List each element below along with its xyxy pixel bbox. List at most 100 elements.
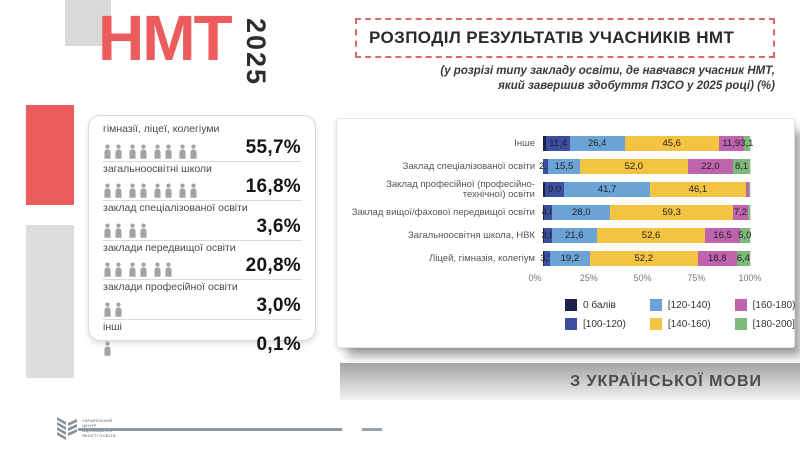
bar-segment xyxy=(543,251,544,266)
bar-zone: 3,1 19,2 52,2 18,8 6,4 xyxy=(540,251,751,266)
chart-gridline xyxy=(750,136,751,151)
bar-segment-label: 59,3 xyxy=(662,207,681,218)
person-icon xyxy=(104,262,111,277)
person-icons xyxy=(103,144,203,159)
bar-segment-label: 45,6 xyxy=(662,138,681,149)
chart-category-label: Заклад спеціалізованої освіти xyxy=(402,160,535,172)
bar-segment: 26,4 xyxy=(569,136,625,151)
person-icon xyxy=(154,262,161,277)
bar-segment-label: 5,0 xyxy=(738,230,752,241)
stat-bottom: 0,1% xyxy=(103,334,301,356)
person-icon xyxy=(115,144,122,159)
legend-item: [140-160) xyxy=(649,316,711,332)
bar-zone: 11,4 26,4 45,6 11,9 3,1 xyxy=(543,136,753,151)
person-icon xyxy=(129,183,136,198)
stat-label: заклади передвищої освіти xyxy=(103,241,236,254)
bar-segment: 21,6 xyxy=(551,228,597,243)
bar-segment: 59,3 xyxy=(610,205,733,220)
brand-nmt-text: НМТ xyxy=(98,2,233,74)
person-icon xyxy=(179,144,186,159)
bar-segment: 8,1 xyxy=(733,159,750,174)
chart-category-label: Загальноосвітня школа, НВК xyxy=(408,229,535,241)
bar-segment-label: 46,1 xyxy=(688,184,708,195)
bar-segment-label: 28,0 xyxy=(572,207,591,218)
bar-segment: 19,2 xyxy=(550,251,590,266)
person-icon xyxy=(104,183,111,198)
legend-swatch xyxy=(565,318,577,330)
stat-label: гімназії, ліцеї, колегіуми xyxy=(103,123,220,135)
legend-swatch xyxy=(734,318,747,330)
person-icons xyxy=(103,262,178,277)
bar-segment: 52,0 xyxy=(580,159,688,174)
logo-line: ЦЕНТР xyxy=(82,423,97,428)
bar-segment: 3,8 xyxy=(541,228,555,243)
person-icon xyxy=(190,183,197,198)
bar-segment: 11,9 xyxy=(718,136,744,151)
stat-value: 3,6% xyxy=(256,215,301,237)
stat-row-5: інші 0,1% xyxy=(103,320,301,359)
chart-gridline xyxy=(750,228,751,243)
stat-bottom: 20,8% xyxy=(103,255,301,277)
legend-item: 0 балів xyxy=(565,297,626,313)
person-icon xyxy=(129,223,136,238)
bar-segment xyxy=(749,182,750,197)
chart-row-3: Заклад вищої/фахової передвищої освіти 4,… xyxy=(347,201,751,224)
person-icon xyxy=(115,262,122,277)
logo-line: ЯКОСТІ ОСВІТИ xyxy=(82,433,116,438)
bar-segment: 52,6 xyxy=(596,228,706,243)
legend-label: 0 балів xyxy=(583,299,616,311)
stat-row-1: загальноосвітні школи 16,8% xyxy=(103,162,301,202)
person-icon xyxy=(165,144,172,159)
x-tick-label: 25% xyxy=(579,273,598,283)
chart-gridline xyxy=(750,205,751,220)
person-icon xyxy=(140,144,147,159)
legend-item: [100-120) xyxy=(565,316,626,332)
x-tick-label: 75% xyxy=(687,273,706,283)
person-icon xyxy=(140,262,147,277)
bar-segment-label: 22,0 xyxy=(701,161,720,172)
bar-segment-label: 21,6 xyxy=(564,230,584,241)
person-icon xyxy=(154,183,161,198)
bar-segment xyxy=(543,136,547,151)
slide-subtitle-line2: який завершив здобуття ПЗСО у 2025 році)… xyxy=(498,79,775,92)
person-icon xyxy=(104,341,111,356)
bar-segment: 18,8 xyxy=(697,251,737,266)
bar-segment: 15,5 xyxy=(547,159,581,174)
bar-segment-label: 11,4 xyxy=(549,138,567,149)
stat-value: 55,7% xyxy=(245,136,301,158)
logo-line: ОЦІНЮВАННЯ xyxy=(82,428,113,433)
bar-segment xyxy=(747,205,750,220)
stat-row-3: заклади передвищої освіти 20,8% xyxy=(103,241,301,281)
person-icons xyxy=(103,302,128,317)
stat-value: 0,1% xyxy=(256,334,301,356)
stat-row-2: заклад спеціалізованої освіти 3,6% xyxy=(103,201,301,241)
decor-red-rect xyxy=(26,105,74,205)
bar-segment: 7,2 xyxy=(733,205,748,220)
stat-bottom: 55,7% xyxy=(103,137,301,159)
bar-segment-label: 7,2 xyxy=(733,207,748,218)
chart-row-1: Заклад спеціалізованої освіти 2,3 15,5 52,0… xyxy=(347,155,751,178)
bar-segment-label: 52,2 xyxy=(634,253,654,264)
chart-row-4: Загальноосвітня школа, НВК 3,8 21,6 52,6 16,… xyxy=(347,224,752,247)
book-logo-icon xyxy=(57,417,77,440)
bar-segment: 3,1 xyxy=(740,136,753,151)
decor-gray-square xyxy=(65,0,111,46)
bar-segment-label: 26,4 xyxy=(587,138,607,149)
legend-label: [100-120) xyxy=(583,318,626,330)
brand-year-text: 2025 xyxy=(240,18,271,87)
decor-gray-rect xyxy=(26,225,74,378)
person-icon xyxy=(165,262,172,277)
person-icon xyxy=(190,144,197,159)
ucoqa-logo-text: УКРАЇНСЬКИЙ ЦЕНТР ОЦІНЮВАННЯ ЯКОСТІ ОСВІ… xyxy=(82,418,116,438)
bar-segment: 11,4 xyxy=(546,136,570,151)
bar-segment: 28,0 xyxy=(552,205,611,220)
person-icon xyxy=(179,183,186,198)
logo-line: УКРАЇНСЬКИЙ xyxy=(82,418,113,423)
bar-segment: 3,1 xyxy=(540,251,553,266)
stat-value: 20,8% xyxy=(245,255,301,277)
bar-segment: 6,4 xyxy=(736,251,750,266)
stacked-bar: 9,0 41,7 46,1 xyxy=(543,182,750,197)
legend-label: [140-160) xyxy=(667,318,711,330)
footer-divider-line xyxy=(78,428,342,431)
